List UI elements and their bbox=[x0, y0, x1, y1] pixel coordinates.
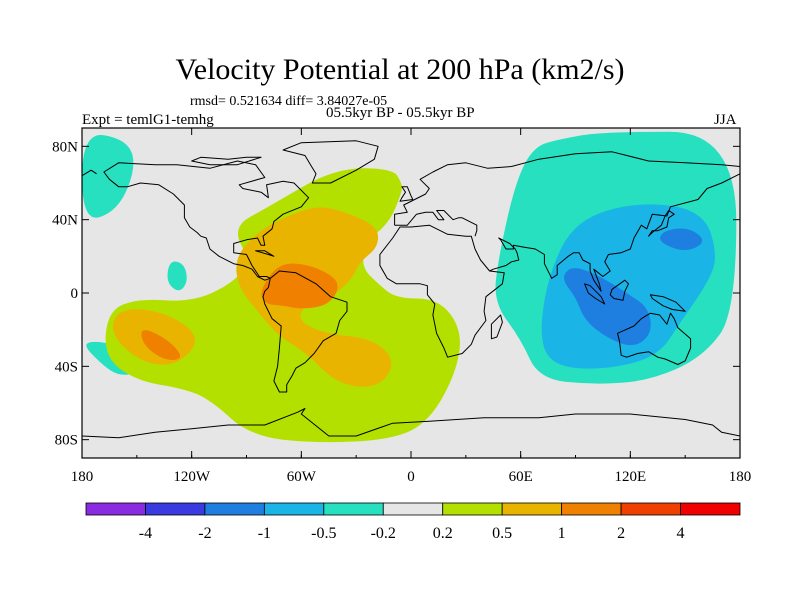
coastline-12 bbox=[648, 210, 675, 237]
colorbar-label-2: -1 bbox=[258, 525, 271, 542]
coastline-16 bbox=[82, 169, 97, 177]
coastline-4 bbox=[489, 173, 740, 292]
y-tick-label-0: 80N bbox=[52, 139, 78, 155]
colorbar-swatch-7 bbox=[501, 502, 563, 516]
chart-title: Velocity Potential at 200 hPa (km2/s) bbox=[175, 53, 625, 86]
experiment-label: Expt = temlG1-temhg bbox=[82, 112, 214, 128]
coastline-1 bbox=[262, 270, 348, 393]
coastline-3 bbox=[394, 151, 740, 226]
x-tick-label-1: 120W bbox=[173, 469, 211, 485]
colorbar-swatch-0 bbox=[85, 502, 146, 516]
coastline-15 bbox=[255, 250, 275, 257]
colorbar-label-9: 4 bbox=[677, 525, 685, 542]
contour-region-3 bbox=[167, 261, 187, 291]
colorbar-label-7: 1 bbox=[558, 525, 566, 542]
x-tick-label-2: 60W bbox=[287, 469, 317, 485]
colorbar-swatch-3 bbox=[263, 502, 325, 516]
coastline-14 bbox=[82, 408, 740, 439]
coastline-2 bbox=[379, 224, 505, 358]
coastline-layer bbox=[82, 140, 740, 439]
colorbar-label-5: 0.2 bbox=[433, 525, 453, 542]
colorbar-label-8: 2 bbox=[617, 525, 625, 542]
x-tick-label-4: 60E bbox=[509, 469, 533, 485]
contour-region-12 bbox=[141, 330, 181, 360]
y-tick-label-2: 0 bbox=[71, 286, 79, 302]
coastline-6 bbox=[399, 186, 414, 202]
colorbar-swatch-10 bbox=[680, 502, 741, 516]
x-tick-label-6: 180 bbox=[729, 469, 752, 485]
coastline-0 bbox=[103, 160, 310, 281]
coastline-7 bbox=[282, 140, 379, 184]
x-axis-ticks: 180 120W 60W 0 60E 120E 180 bbox=[71, 128, 752, 485]
colorbar-label-0: -4 bbox=[139, 525, 152, 542]
coastline-13 bbox=[490, 314, 503, 340]
x-tick-label-5: 120E bbox=[614, 469, 646, 485]
x-tick-label-3: 0 bbox=[407, 469, 415, 485]
colorbar-swatch-2 bbox=[204, 502, 265, 516]
coastline-9 bbox=[584, 283, 606, 305]
colorbar-swatch-8 bbox=[561, 502, 622, 516]
stats-line: rmsd= 0.521634 diff= 3.84027e-05 bbox=[190, 94, 388, 109]
y-axis-ticks: 80N 40N 0 40S 80S bbox=[52, 139, 740, 449]
colorbar-swatch-9 bbox=[620, 502, 681, 516]
colorbar-label-1: -2 bbox=[198, 525, 211, 542]
contour-region-7 bbox=[660, 228, 703, 250]
y-tick-label-4: 80S bbox=[55, 433, 78, 449]
colorbar-swatch-1 bbox=[145, 502, 206, 516]
period-label: 05.5kyr BP - 05.5kyr BP bbox=[326, 105, 475, 121]
x-tick-label-0: 180 bbox=[71, 469, 94, 485]
y-tick-label-3: 40S bbox=[55, 359, 78, 375]
colorbar-swatch-6 bbox=[442, 502, 503, 516]
coastline-5 bbox=[394, 210, 478, 237]
contour-region-11 bbox=[261, 263, 338, 309]
coastline-17 bbox=[191, 156, 262, 166]
colorbar: -4 -2 -1 -0.5 -0.2 0.2 0.5 1 2 4 bbox=[85, 502, 741, 542]
colorbar-swatch-4 bbox=[323, 502, 384, 516]
coastline-11 bbox=[649, 294, 686, 312]
colorbar-label-4: -0.2 bbox=[371, 525, 396, 542]
colorbar-label-6: 0.5 bbox=[492, 525, 512, 542]
colorbar-swatch-5 bbox=[382, 502, 444, 516]
coastline-10 bbox=[609, 279, 629, 301]
y-tick-label-1: 40N bbox=[52, 213, 78, 229]
coastline-8 bbox=[617, 312, 692, 365]
colorbar-label-3: -0.5 bbox=[311, 525, 336, 542]
season-label: JJA bbox=[714, 112, 737, 128]
